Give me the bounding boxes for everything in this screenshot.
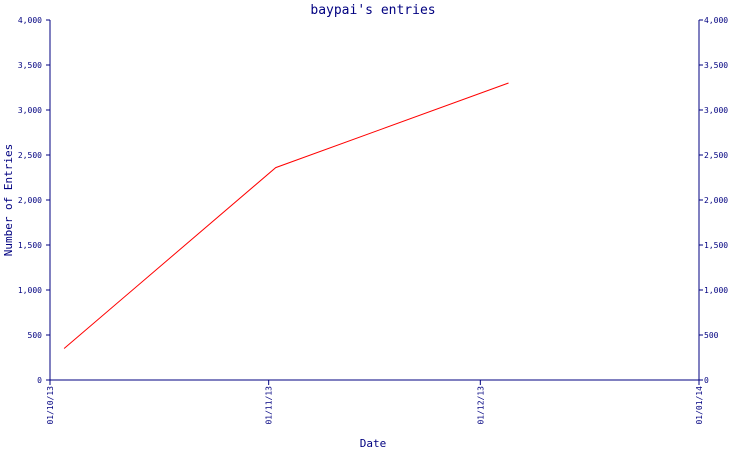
y-tick-label-right: 3,000 xyxy=(704,106,728,115)
y-tick-label-left: 4,000 xyxy=(18,16,42,25)
x-axis-label: Date xyxy=(360,437,387,450)
y-tick-label-left: 1,500 xyxy=(18,241,42,250)
y-tick-label-right: 1,000 xyxy=(704,286,728,295)
x-tick-label: 01/10/13 xyxy=(46,386,55,425)
y-tick-label-right: 0 xyxy=(704,376,709,385)
y-tick-label-left: 0 xyxy=(37,376,42,385)
y-tick-label-right: 4,000 xyxy=(704,16,728,25)
x-tick-label: 01/01/14 xyxy=(695,386,704,425)
series-line xyxy=(63,82,509,349)
series-layer xyxy=(63,82,509,349)
x-tick-label: 01/11/13 xyxy=(265,386,274,425)
y-tick-label-left: 2,000 xyxy=(18,196,42,205)
y-axis-label: Number of Entries xyxy=(2,144,15,257)
y-ticks: 0 0 500 500 1,000 1,000 1,500 1,500 2,000 2,000 2,… xyxy=(18,16,728,385)
axes xyxy=(49,20,700,381)
y-tick-label-right: 3,500 xyxy=(704,61,728,70)
y-tick-label-left: 3,000 xyxy=(18,106,42,115)
y-tick-label-right: 500 xyxy=(704,331,719,340)
chart-title: baypai's entries xyxy=(310,3,435,18)
y-tick-label-right: 2,000 xyxy=(704,196,728,205)
y-tick-label-left: 2,500 xyxy=(18,151,42,160)
x-ticks: 01/10/13 01/11/13 01/12/13 01/01/14 xyxy=(46,380,704,425)
y-tick-label-left: 3,500 xyxy=(18,61,42,70)
x-tick-label: 01/12/13 xyxy=(476,386,485,425)
y-tick-label-right: 1,500 xyxy=(704,241,728,250)
y-tick-label-left: 1,000 xyxy=(18,286,42,295)
y-tick-label-left: 500 xyxy=(28,331,43,340)
y-tick-label-right: 2,500 xyxy=(704,151,728,160)
